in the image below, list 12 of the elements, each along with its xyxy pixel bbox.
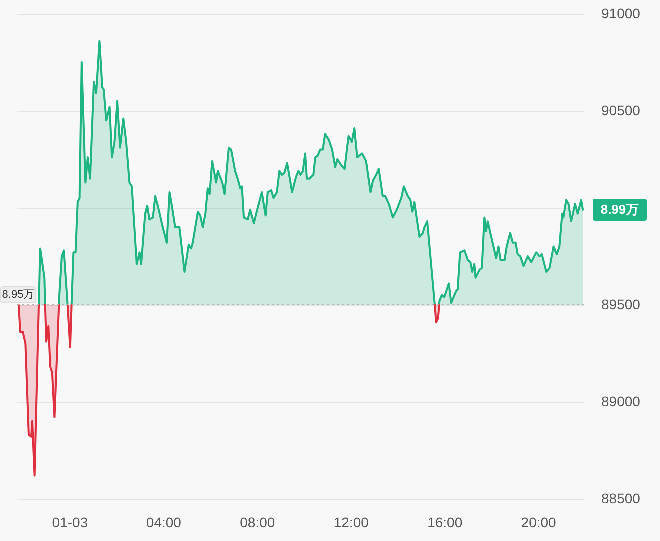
- y-tick-label: 88500: [602, 490, 641, 506]
- x-tick-label: 01-03: [52, 514, 88, 530]
- x-tick-label: 12:00: [334, 514, 370, 530]
- x-tick-label: 08:00: [240, 514, 276, 530]
- ref-line-label: 8.95万: [2, 289, 35, 301]
- x-tick-label: 16:00: [428, 514, 463, 530]
- y-tick-label: 91000: [602, 6, 641, 22]
- y-tick-label: 90500: [602, 102, 641, 118]
- y-tick-label: 89000: [602, 394, 641, 410]
- x-tick-label: 04:00: [146, 514, 182, 530]
- x-tick-label: 20:00: [521, 514, 557, 530]
- y-tick-label: 89500: [602, 296, 641, 312]
